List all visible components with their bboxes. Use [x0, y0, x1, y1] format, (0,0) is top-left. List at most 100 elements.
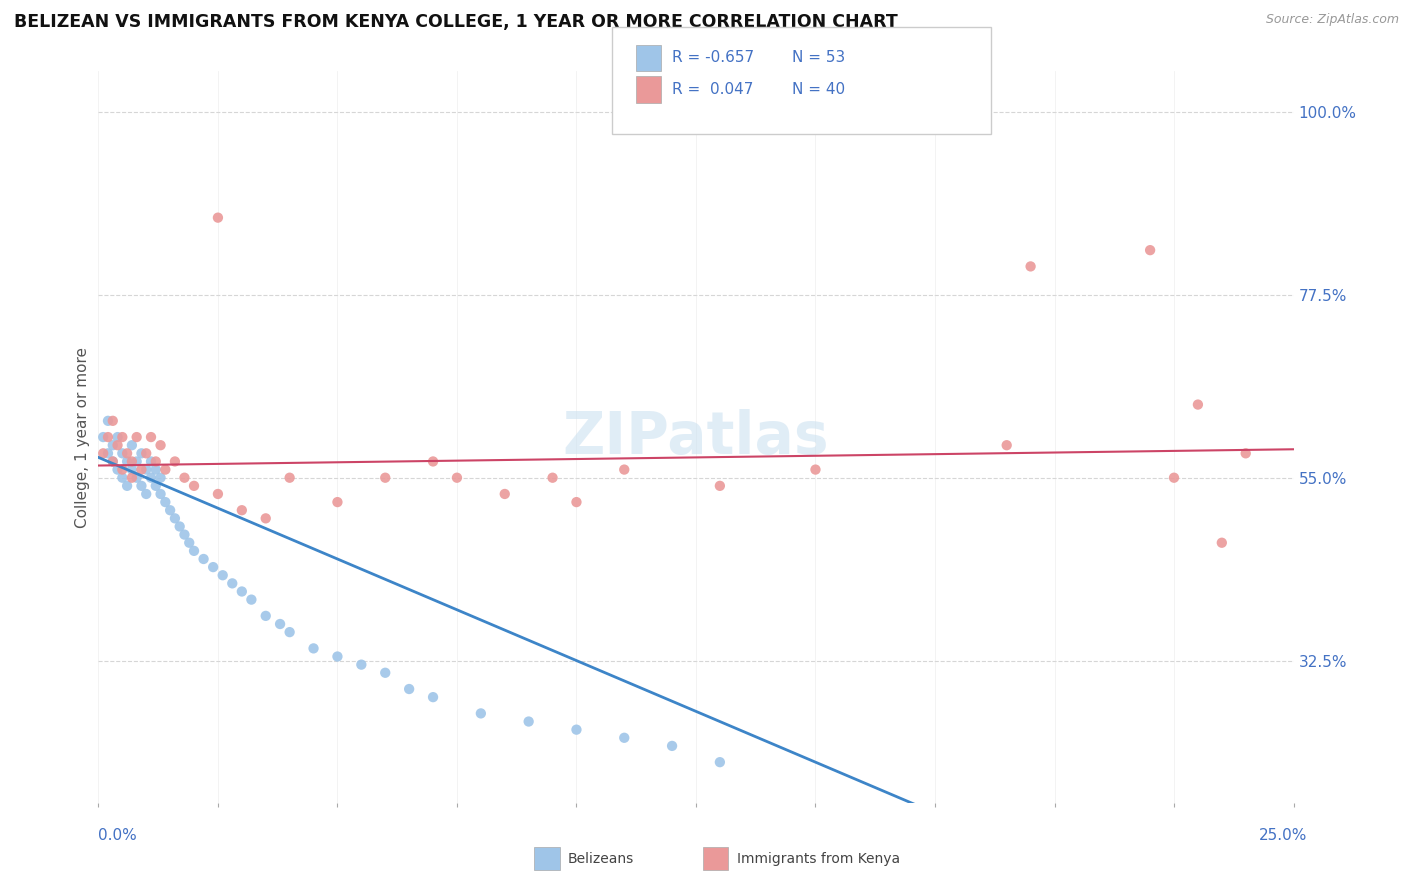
Point [269, 617, 291, 632]
Point [995, 438, 1018, 452]
Point [121, 454, 143, 468]
Point [494, 487, 516, 501]
Point [231, 503, 253, 517]
Point [115, 446, 138, 460]
Point [91, 430, 114, 444]
Point [278, 625, 301, 640]
Point [131, 479, 153, 493]
Point [121, 438, 143, 452]
Point [254, 511, 277, 525]
Point [173, 527, 195, 541]
Point [115, 454, 138, 468]
Point [97, 430, 120, 444]
Point [179, 535, 201, 549]
Point [326, 649, 349, 664]
Point [183, 544, 205, 558]
Point [101, 454, 124, 468]
Point [125, 471, 148, 485]
Point [139, 454, 162, 468]
Point [139, 430, 162, 444]
Point [101, 454, 124, 468]
Point [145, 454, 167, 468]
Point [1163, 471, 1185, 485]
Text: BELIZEAN VS IMMIGRANTS FROM KENYA COLLEGE, 1 YEAR OR MORE CORRELATION CHART: BELIZEAN VS IMMIGRANTS FROM KENYA COLLEG… [14, 13, 898, 31]
Point [565, 495, 588, 509]
Point [470, 706, 492, 721]
Point [139, 471, 162, 485]
Point [207, 487, 229, 501]
Point [107, 430, 129, 444]
Point [231, 584, 253, 599]
Point [145, 462, 167, 476]
Point [149, 487, 172, 501]
Text: N = 53: N = 53 [792, 51, 845, 65]
Point [135, 462, 157, 476]
Point [661, 739, 683, 753]
Point [374, 665, 396, 680]
Point [211, 568, 233, 582]
Point [207, 211, 229, 225]
Point [163, 454, 186, 468]
Point [240, 592, 263, 607]
Point [173, 471, 195, 485]
Point [149, 438, 172, 452]
Text: 25.0%: 25.0% [1260, 828, 1308, 843]
Point [107, 462, 129, 476]
Point [155, 462, 177, 476]
Point [278, 471, 301, 485]
Text: R = -0.657: R = -0.657 [672, 51, 754, 65]
Text: Belizeans: Belizeans [568, 852, 634, 865]
Point [709, 755, 731, 769]
Point [131, 446, 153, 460]
Point [1234, 446, 1257, 460]
Point [709, 479, 731, 493]
Point [135, 487, 157, 501]
Point [121, 462, 143, 476]
Point [121, 471, 143, 485]
Point [111, 430, 134, 444]
Point [446, 471, 468, 485]
Text: R =  0.047: R = 0.047 [672, 82, 754, 96]
Point [302, 641, 325, 656]
Point [422, 690, 444, 705]
Point [169, 519, 191, 533]
Point [135, 446, 157, 460]
Point [202, 560, 225, 574]
Point [1211, 535, 1233, 549]
Point [111, 471, 134, 485]
Point [565, 723, 588, 737]
Text: ZIPatlas: ZIPatlas [562, 409, 830, 466]
Point [398, 681, 420, 696]
Point [422, 454, 444, 468]
Point [97, 446, 120, 460]
Point [149, 471, 172, 485]
Point [183, 479, 205, 493]
Point [101, 414, 124, 428]
Point [1019, 260, 1042, 274]
Point [125, 454, 148, 468]
Y-axis label: College, 1 year or more: College, 1 year or more [75, 347, 90, 527]
Point [804, 462, 827, 476]
Point [131, 462, 153, 476]
Point [613, 731, 636, 745]
Point [1139, 243, 1161, 257]
Point [326, 495, 349, 509]
Point [541, 471, 564, 485]
Point [107, 438, 129, 452]
Point [517, 714, 540, 729]
Point [91, 446, 114, 460]
Point [155, 495, 177, 509]
Point [111, 462, 134, 476]
Point [254, 608, 277, 623]
Point [97, 414, 120, 428]
Point [101, 438, 124, 452]
Point [613, 462, 636, 476]
Point [193, 552, 215, 566]
Text: Immigrants from Kenya: Immigrants from Kenya [737, 852, 900, 865]
Point [159, 503, 181, 517]
Point [111, 446, 134, 460]
Point [115, 479, 138, 493]
Text: Source: ZipAtlas.com: Source: ZipAtlas.com [1265, 13, 1399, 27]
Point [374, 471, 396, 485]
Point [145, 479, 167, 493]
